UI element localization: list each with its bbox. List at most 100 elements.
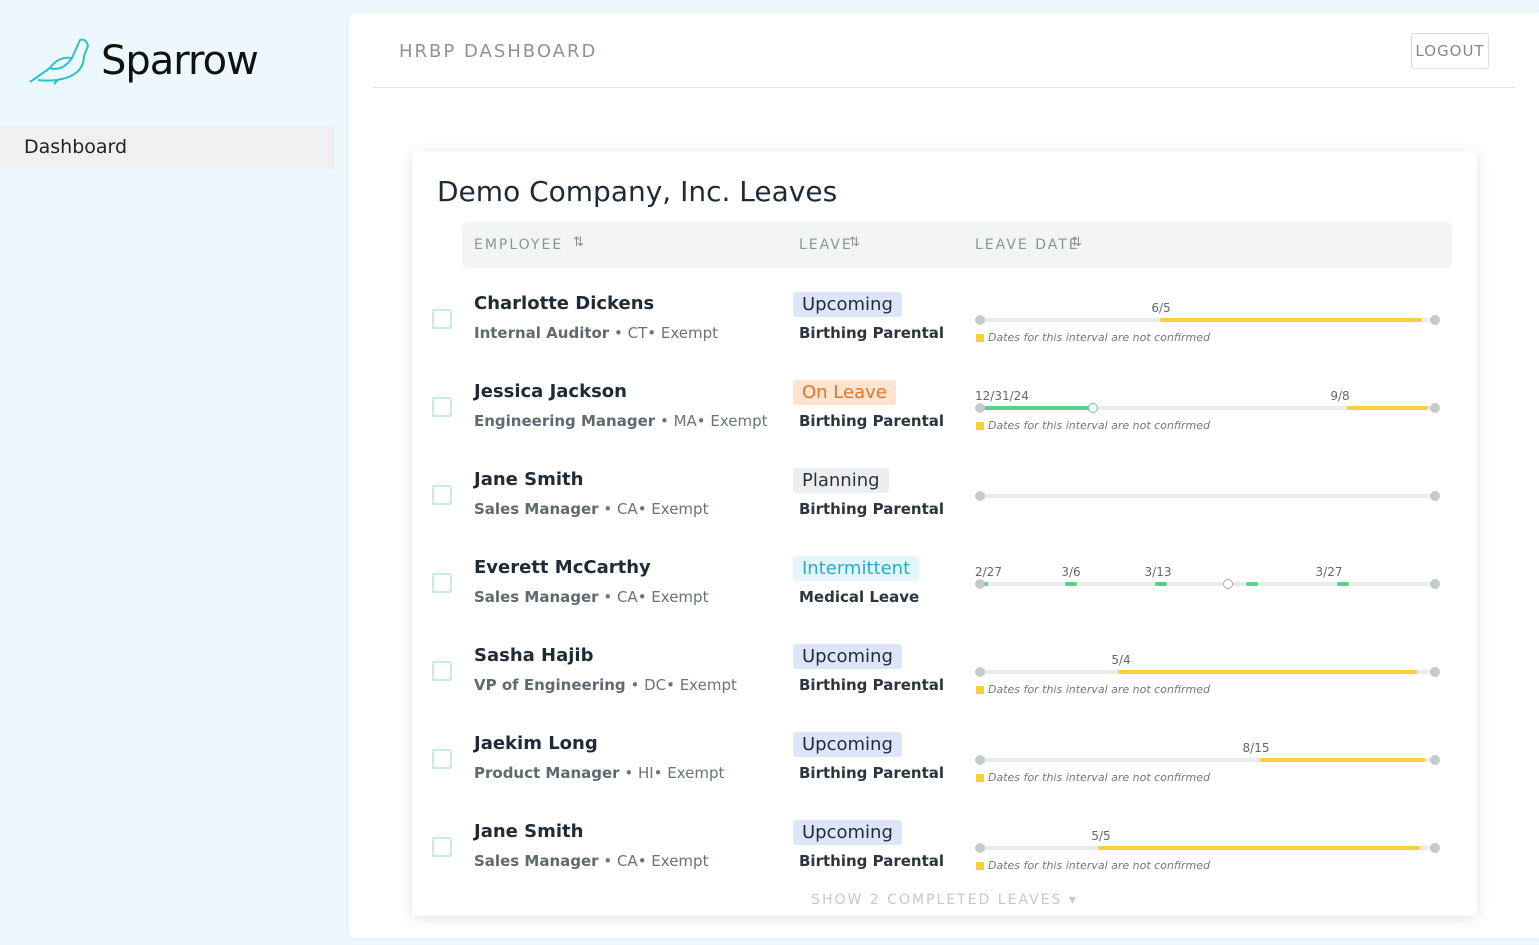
timeline-marker	[1088, 403, 1098, 413]
status-badge: Planning	[793, 468, 889, 493]
date-label: 2/27	[975, 565, 1002, 579]
edit-icon[interactable]	[432, 837, 452, 857]
show-completed[interactable]: SHOW 2 COMPLETED LEAVES ▾	[811, 892, 1078, 908]
timeline-track	[980, 582, 1435, 586]
timeline-endpoint	[1430, 667, 1440, 677]
table-header	[462, 222, 1452, 269]
timeline-track	[980, 758, 1435, 762]
employee-details: Sales Manager • CA• Exempt	[474, 500, 708, 518]
leave-type: Birthing Parental	[799, 324, 944, 342]
timeline-endpoint	[975, 315, 985, 325]
logo-icon	[29, 38, 90, 85]
timeline-segment	[1347, 406, 1428, 410]
edit-icon[interactable]	[432, 309, 452, 329]
employee-name[interactable]: Jaekim Long	[474, 733, 598, 754]
edit-icon[interactable]	[432, 485, 452, 505]
timeline-segment	[1246, 582, 1258, 586]
employee-details: Sales Manager • CA• Exempt	[474, 852, 708, 870]
leave-type: Birthing Parental	[799, 500, 944, 518]
employee-name[interactable]: Jane Smith	[474, 821, 584, 842]
employee-details: Product Manager • HI• Exempt	[474, 764, 724, 782]
edit-icon[interactable]	[432, 573, 452, 593]
edit-icon[interactable]	[432, 661, 452, 681]
employee-details: Internal Auditor • CT• Exempt	[474, 324, 718, 342]
role: Product Manager	[474, 764, 620, 782]
date-label: 3/6	[1061, 565, 1081, 579]
timeline-segment	[1260, 758, 1425, 762]
location-exempt: • MA• Exempt	[659, 412, 768, 430]
card-title: Demo Company, Inc. Leaves	[437, 175, 838, 208]
timeline-segment	[980, 406, 1093, 410]
timeline-endpoint	[1430, 403, 1440, 413]
sort-icon: ⇅	[573, 235, 584, 250]
column-header[interactable]: LEAVE DATE	[975, 237, 1080, 253]
sort-icon: ⇅	[849, 235, 860, 250]
column-header[interactable]: EMPLOYEE	[474, 237, 564, 253]
employee-name[interactable]: Everett McCarthy	[474, 557, 651, 578]
timeline-endpoint	[975, 491, 985, 501]
nav-label[interactable]: Dashboard	[24, 136, 128, 158]
timeline-segment	[1337, 582, 1349, 586]
unconfirmed-swatch	[976, 774, 984, 782]
employee-details: VP of Engineering • DC• Exempt	[474, 676, 737, 694]
timeline-endpoint	[975, 755, 985, 765]
date-label: 5/5	[1091, 829, 1111, 843]
timeline-endpoint	[1430, 843, 1440, 853]
date-label: 8/15	[1242, 741, 1270, 755]
leave-type: Birthing Parental	[799, 852, 944, 870]
status-badge: Upcoming	[793, 732, 902, 757]
brand: Sparrow	[101, 38, 259, 84]
timeline-endpoint	[1430, 491, 1440, 501]
employee-name[interactable]: Jessica Jackson	[474, 381, 627, 402]
show-completed-label[interactable]: SHOW 2 COMPLETED LEAVES	[811, 892, 1063, 908]
unconfirmed-swatch	[976, 686, 984, 694]
unconfirmed-note: Dates for this interval are not confirme…	[988, 331, 1211, 344]
employee-name[interactable]: Charlotte Dickens	[474, 293, 655, 314]
location-exempt: • HI• Exempt	[624, 764, 725, 782]
column-header[interactable]: LEAVE	[799, 237, 853, 253]
employee-name[interactable]: Sasha Hajib	[474, 645, 594, 666]
leave-type: Medical Leave	[799, 588, 920, 606]
timeline-segment	[983, 582, 988, 586]
date-label: 12/31/24	[975, 389, 1029, 403]
logo	[28, 36, 92, 90]
role: Sales Manager	[474, 500, 599, 518]
timeline-endpoint	[975, 843, 985, 853]
timeline-segment	[1065, 582, 1077, 586]
leaves-card: Demo Company, Inc. Leaves EMPLOYEE LEAVE…	[412, 151, 1477, 916]
status-badge: Intermittent	[793, 556, 920, 581]
timeline-segment	[1118, 670, 1417, 674]
location-exempt: • CT• Exempt	[614, 324, 719, 342]
employee-details: Sales Manager • CA• Exempt	[474, 588, 708, 606]
location-exempt: • CA• Exempt	[603, 852, 709, 870]
unconfirmed-swatch	[976, 422, 984, 430]
role: Sales Manager	[474, 852, 599, 870]
logout-button[interactable]: LOGOUT	[1411, 33, 1489, 69]
leave-type: Birthing Parental	[799, 676, 944, 694]
timeline-segment	[1155, 582, 1167, 586]
divider	[373, 87, 1515, 88]
location-exempt: • DC• Exempt	[630, 676, 737, 694]
unconfirmed-note: Dates for this interval are not confirme…	[988, 419, 1211, 432]
edit-icon[interactable]	[432, 749, 452, 769]
edit-icon[interactable]	[432, 397, 452, 417]
date-label: 3/27	[1315, 565, 1343, 579]
timeline-endpoint	[975, 579, 985, 589]
nav-item[interactable]: Dashboard	[0, 125, 334, 169]
unconfirmed-note: Dates for this interval are not confirme…	[988, 771, 1211, 784]
role: Sales Manager	[474, 588, 599, 606]
leave-type: Birthing Parental	[799, 412, 944, 430]
employee-name[interactable]: Jane Smith	[474, 469, 584, 490]
location-exempt: • CA• Exempt	[603, 588, 709, 606]
role: VP of Engineering	[474, 676, 626, 694]
unconfirmed-note: Dates for this interval are not confirme…	[988, 683, 1211, 696]
timeline-track	[980, 406, 1435, 410]
timeline-marker	[1223, 579, 1233, 589]
timeline-track	[980, 494, 1435, 498]
timeline-endpoint	[975, 403, 985, 413]
timeline-endpoint	[1430, 755, 1440, 765]
status-badge: Upcoming	[793, 644, 902, 669]
unconfirmed-note: Dates for this interval are not confirme…	[988, 859, 1211, 872]
timeline-endpoint	[1430, 315, 1440, 325]
